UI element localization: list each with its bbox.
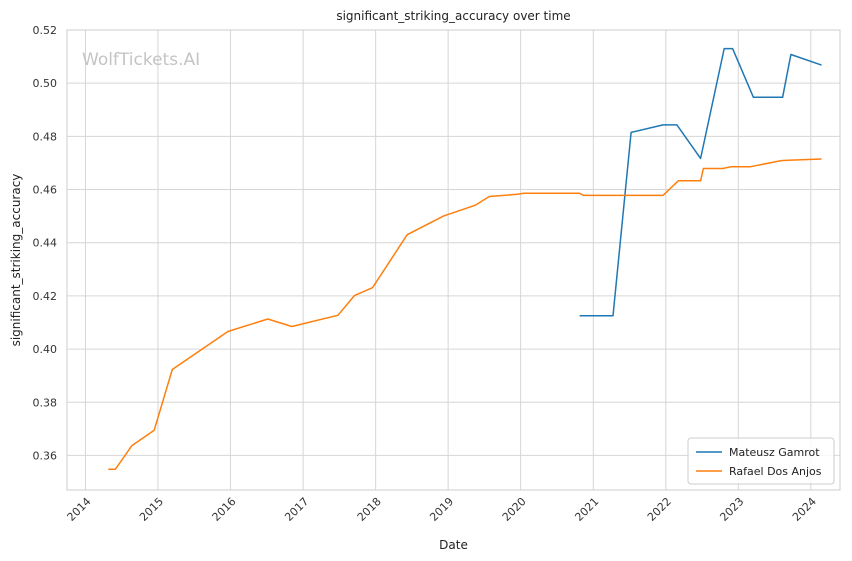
legend-label-mateusz-gamrot: Mateusz Gamrot [729, 446, 820, 459]
watermark: WolfTickets.AI [82, 50, 200, 70]
series-line-mateusz-gamrot [579, 47, 822, 317]
series-layer [108, 47, 822, 471]
legend: Mateusz Gamrot Rafael Dos Anjos [687, 437, 835, 485]
y-tick-label: 0.36 [33, 449, 58, 462]
y-tick-label: 0.48 [33, 130, 58, 143]
y-tick-label: 0.40 [33, 343, 58, 356]
y-axis-label: significant_striking_accuracy [9, 174, 23, 347]
y-tick-labels: 0.36 0.38 0.40 0.42 0.44 0.46 0.48 0.50 0.52 [33, 24, 58, 462]
y-tick-label: 0.50 [33, 77, 58, 90]
y-tick-label: 0.44 [33, 237, 58, 250]
chart-title: significant_striking_accuracy over time [336, 9, 570, 23]
series-line-rafael-dos-anjos [108, 158, 822, 471]
plot-area [66, 29, 841, 491]
legend-label-rafael-dos-anjos: Rafael Dos Anjos [729, 465, 822, 478]
y-tick-label: 0.52 [33, 24, 58, 37]
y-tick-label: 0.38 [33, 396, 58, 409]
legend-box [687, 437, 835, 485]
x-axis-label: Date [439, 538, 468, 552]
y-tick-label: 0.42 [33, 290, 58, 303]
y-tick-label: 0.46 [33, 184, 58, 197]
